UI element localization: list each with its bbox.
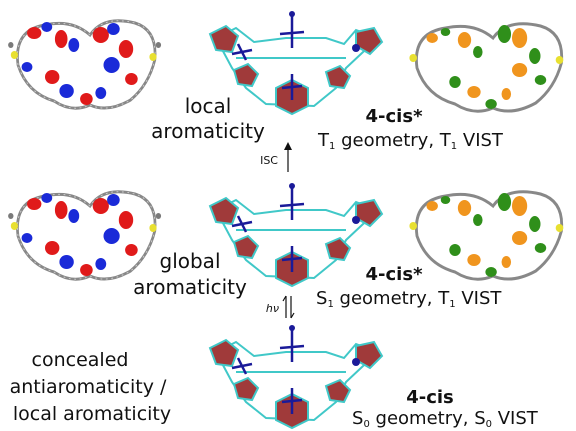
top-description-line-2: aromaticity: [151, 119, 265, 143]
hv-arrow: hν: [266, 295, 295, 319]
up-arrow-icon: [284, 142, 292, 150]
top-compound-label: 4-cis*: [366, 106, 424, 127]
isc-arrow: ISC: [260, 142, 292, 172]
middle-mo-plot: [6, 190, 163, 281]
bottom-state-label: S0 geometry, S0 VIST: [352, 408, 539, 430]
middle-description-line-2: aromaticity: [133, 275, 247, 299]
top-vector-diagram: [208, 9, 384, 116]
equilibrium-arrow-icon: [282, 295, 295, 319]
hv-arrow-label: hν: [266, 302, 279, 315]
middle-state-label: S1 geometry, T1 VIST: [316, 288, 502, 310]
top-spin-plot: [407, 22, 565, 113]
middle-spin-plot: [407, 190, 565, 281]
top-mo-plot: [6, 19, 163, 110]
bottom-description-line-3: local aromaticity: [13, 403, 171, 425]
top-state-label: T1 geometry, T1 VIST: [317, 130, 504, 152]
bottom-description-line-2: antiaromaticity /: [10, 376, 167, 398]
middle-vector-diagram: [208, 181, 384, 288]
middle-description-line-1: global: [160, 249, 221, 273]
top-description-line-1: local: [185, 94, 232, 118]
bottom-compound-label: 4-cis: [406, 387, 454, 408]
middle-compound-label: 4-cis*: [366, 264, 424, 285]
bottom-description-line-1: concealed: [32, 349, 129, 371]
isc-arrow-label: ISC: [260, 154, 278, 167]
